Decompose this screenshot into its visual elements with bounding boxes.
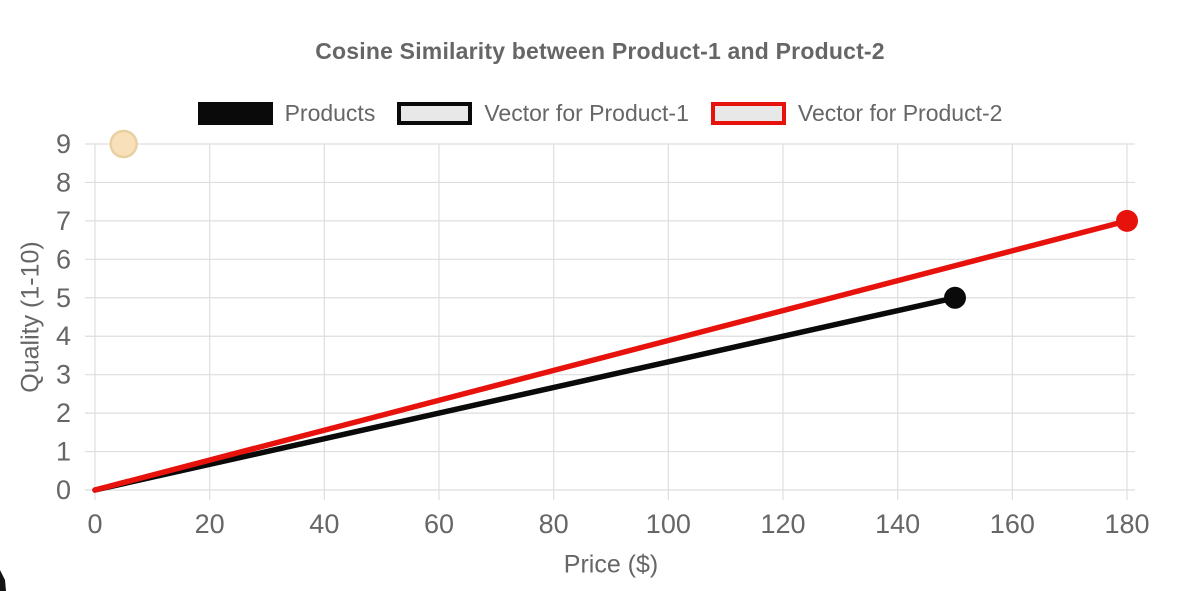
x-tick-label: 180: [1104, 509, 1149, 539]
y-tick-label: 0: [56, 475, 71, 505]
y-tick-label: 2: [56, 398, 71, 428]
y-tick-label: 5: [56, 283, 71, 313]
point-marker-vector-for-product-2[interactable]: [1116, 209, 1138, 232]
legend-item-vector-for-product-2[interactable]: Vector for Product-2: [710, 100, 1003, 127]
x-tick-label: 20: [195, 509, 225, 539]
x-tick-label: 60: [424, 509, 454, 539]
x-tick-label: 40: [309, 509, 339, 539]
legend: Products Vector for Product-1 Vector for P…: [0, 100, 1200, 127]
x-tick-label: 140: [875, 509, 920, 539]
x-tick-label: 160: [990, 509, 1035, 539]
x-tick-label: 0: [87, 509, 102, 539]
y-tick-label: 4: [56, 321, 71, 351]
y-tick-label: 8: [56, 167, 71, 197]
y-tick-label: 3: [56, 360, 71, 390]
legend-swatch: [197, 102, 273, 125]
legend-item-products[interactable]: Products: [197, 100, 376, 127]
point-marker-products[interactable]: [109, 129, 138, 159]
point-marker-vector-for-product-1[interactable]: [944, 286, 966, 309]
x-tick-label: 100: [646, 509, 691, 539]
legend-label: Vector for Product-1: [484, 100, 689, 126]
legend-label: Vector for Product-2: [797, 100, 1003, 126]
x-tick-label: 120: [760, 509, 805, 539]
x-tick-label: 80: [539, 509, 569, 539]
corner-artifact: [0, 570, 6, 591]
series-line-vector-for-product-2[interactable]: [92, 218, 1130, 493]
y-tick-label: 7: [56, 206, 71, 236]
y-tick-label: 6: [56, 244, 71, 274]
y-tick-label: 9: [56, 129, 71, 159]
legend-label: Products: [284, 100, 376, 126]
legend-swatch: [397, 102, 473, 125]
legend-item-vector-for-product-1[interactable]: Vector for Product-1: [397, 100, 689, 127]
y-tick-label: 1: [56, 437, 71, 467]
x-axis-title: Price ($): [563, 550, 659, 579]
chart-title: Cosine Similarity between Product-1 and …: [315, 38, 885, 64]
legend-swatch: [710, 102, 786, 125]
y-axis-title: Quality (1-10): [16, 241, 45, 393]
series-line-vector-for-product-1[interactable]: [92, 295, 958, 493]
